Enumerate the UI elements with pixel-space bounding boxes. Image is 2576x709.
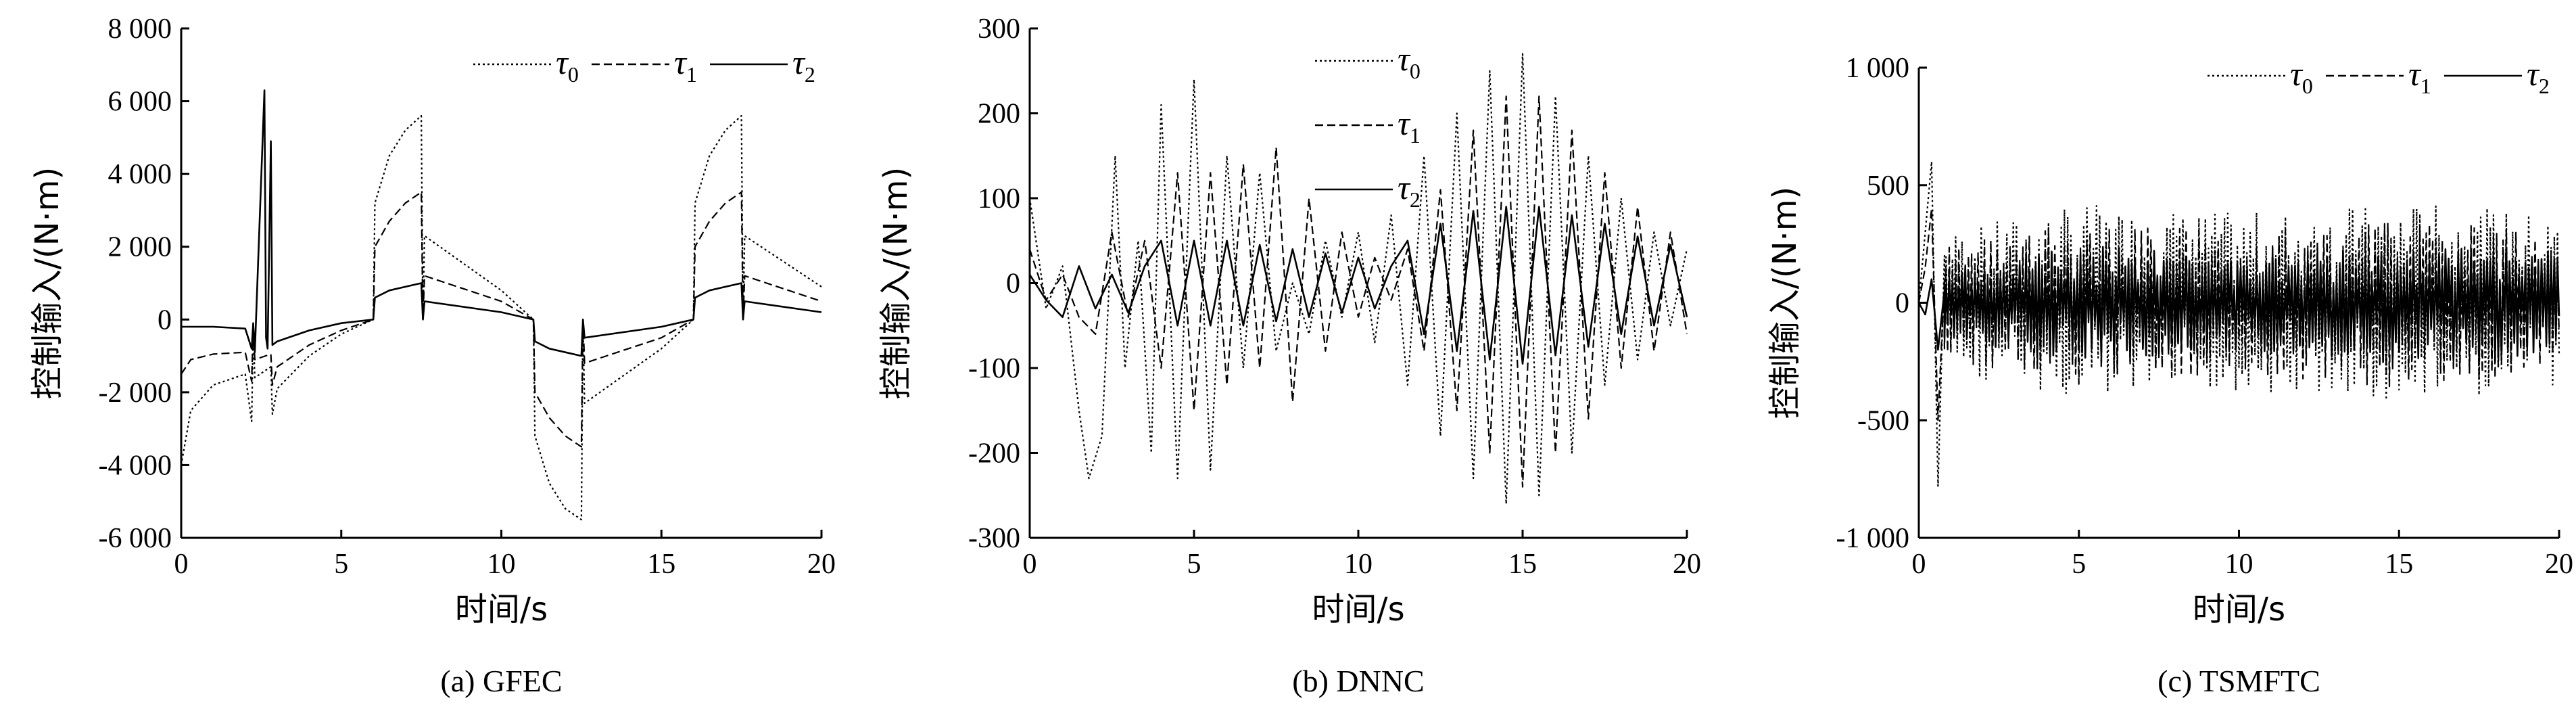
- series-line-τ1: [1028, 95, 1688, 488]
- panel-caption: (c) TSMFTC: [2157, 664, 2320, 698]
- legend: τ0 τ1 τ2: [2208, 55, 2550, 98]
- y-tick-label: 2 000: [108, 232, 172, 263]
- y-tick-label: 1 000: [1846, 53, 1910, 84]
- legend-label: τ0: [1398, 40, 1421, 83]
- x-tick-label: 15: [2385, 549, 2413, 580]
- x-axis-label: 时间/s: [2193, 591, 2285, 628]
- legend-label: τ2: [1398, 168, 1421, 212]
- y-axis-label: 控制输入/(N·m): [877, 167, 915, 400]
- x-tick-label: 5: [2072, 549, 2086, 580]
- legend-label: τ2: [792, 43, 815, 87]
- legend: τ0 τ1 τ2: [1315, 40, 1421, 212]
- series-line-τ1: [1917, 208, 2560, 421]
- x-tick-label: 0: [174, 549, 189, 580]
- x-axis-label: 时间/s: [455, 591, 548, 628]
- x-tick-label: 0: [1023, 549, 1037, 580]
- y-tick-label: 200: [978, 99, 1020, 130]
- y-tick-label: 0: [1895, 288, 1909, 319]
- x-tick-label: 5: [334, 549, 348, 580]
- y-tick-label: 4 000: [108, 159, 172, 190]
- y-tick-label: -2 000: [99, 378, 172, 409]
- series-line-τ0: [180, 115, 822, 521]
- chart-panel-3: -1 000 -500 0 500 1 000 0 5 10 15 20 时间/s 控制输入/(N·m…: [1766, 53, 2573, 698]
- y-tick-label: 100: [978, 183, 1020, 214]
- y-tick-label: -4 000: [99, 450, 172, 481]
- y-axis-label: 控制输入/(N·m): [1766, 187, 1804, 419]
- y-axis-label: 控制输入/(N·m): [28, 167, 66, 400]
- y-tick-label: 300: [978, 14, 1020, 45]
- y-tick-label: -1 000: [1836, 523, 1910, 554]
- panel-caption: (b) DNNC: [1292, 664, 1424, 698]
- x-tick-label: 0: [1912, 549, 1926, 580]
- chart-panel-2: -300 -200 -100 0 100 200 300 0 5 10 15 20 时间/s 控制输入/(…: [877, 14, 1701, 698]
- x-tick-label: 20: [807, 549, 836, 580]
- y-tick-label: -100: [968, 353, 1020, 384]
- legend-label: τ1: [1398, 104, 1421, 147]
- series-line-τ2: [1028, 206, 1688, 365]
- x-tick-label: 15: [1508, 549, 1537, 580]
- legend-label: τ1: [674, 43, 697, 87]
- legend: τ0 τ1 τ2: [473, 43, 815, 87]
- series-line-τ1: [181, 191, 822, 448]
- y-tick-label: 500: [1867, 170, 1909, 202]
- x-tick-label: 10: [487, 549, 516, 580]
- x-tick-label: 10: [2225, 549, 2253, 580]
- y-tick-label: -6 000: [99, 523, 172, 554]
- legend-label: τ1: [2408, 55, 2431, 98]
- y-tick-label: 0: [1006, 269, 1020, 300]
- y-tick-label: -200: [968, 438, 1020, 470]
- y-tick-label: -300: [968, 523, 1020, 554]
- x-tick-label: 15: [647, 549, 675, 580]
- y-tick-label: -500: [1857, 405, 1909, 436]
- legend-label: τ0: [2290, 55, 2313, 98]
- y-tick-label: 8 000: [108, 14, 172, 45]
- legend-label: τ0: [556, 43, 579, 87]
- x-tick-label: 20: [2545, 549, 2573, 580]
- x-axis-label: 时间/s: [1312, 591, 1404, 628]
- series-line-τ2: [1917, 245, 2560, 363]
- x-tick-label: 20: [1673, 549, 1701, 580]
- legend-label: τ2: [2527, 55, 2550, 98]
- chart-panel-1: -6 000 -4 000 -2 000 0 2 000 4 000 6 000 8 000 0…: [28, 14, 836, 698]
- panel-caption: (a) GFEC: [440, 664, 562, 698]
- x-tick-label: 10: [1344, 549, 1373, 580]
- series-line-τ2: [181, 89, 822, 357]
- series-line-τ0: [1028, 53, 1688, 505]
- x-tick-label: 5: [1187, 549, 1201, 580]
- y-tick-label: 6 000: [108, 87, 172, 118]
- y-tick-label: 0: [158, 304, 172, 336]
